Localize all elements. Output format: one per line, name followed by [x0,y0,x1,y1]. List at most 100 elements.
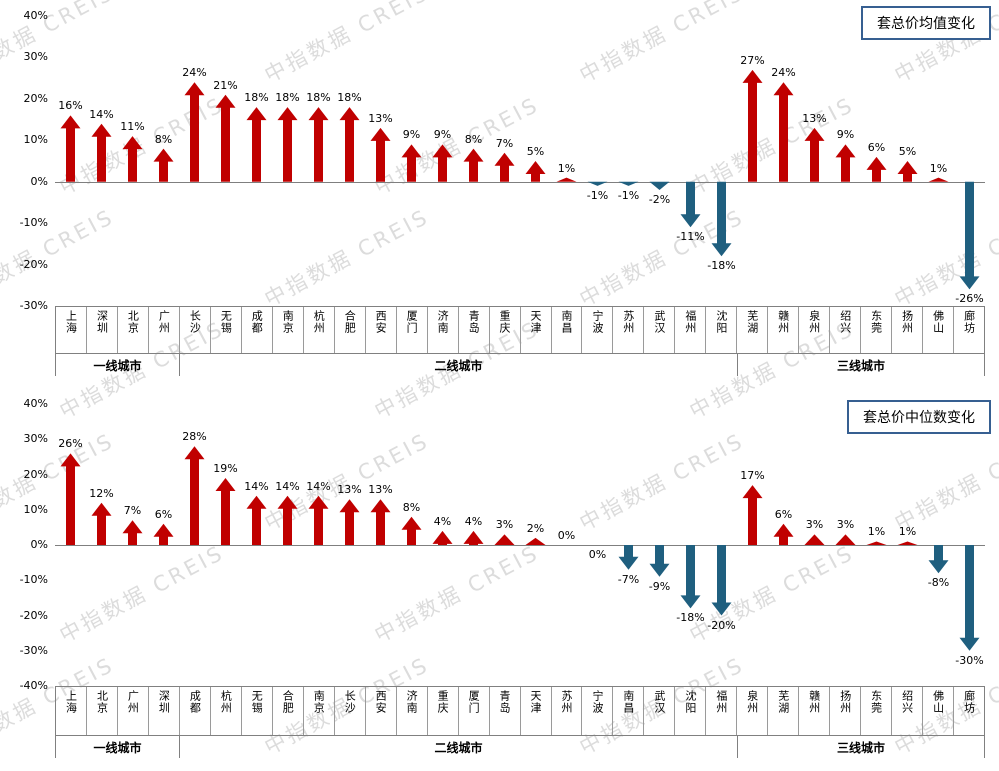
down-arrow [649,545,670,577]
city-label: 成都 [188,690,202,714]
city-label: 长沙 [343,690,357,714]
city-cell: 上海 [56,687,86,735]
y-axis-label: -30% [19,643,48,657]
city-label: 扬州 [900,310,914,334]
city-cell: 广州 [147,307,179,353]
city-cell: 廊坊 [953,307,984,353]
city-cell: 武汉 [643,307,674,353]
city-label: 济南 [405,690,419,714]
city-cell: 赣州 [767,307,798,353]
value-label: 18% [337,91,362,105]
down-arrow [587,181,608,186]
up-arrow [153,148,174,182]
up-arrow [246,495,267,545]
value-label: 4% [464,514,483,528]
city-cell: 南昌 [612,687,643,735]
value-label: 27% [740,53,765,67]
up-arrow [184,82,205,182]
city-label: 宁波 [590,310,604,334]
city-label: 佛山 [931,690,945,714]
city-cell: 天津 [519,687,551,735]
value-label: 18% [275,91,300,105]
value-label: 2% [526,521,545,535]
city-cell: 北京 [85,687,117,735]
down-arrow [959,545,980,651]
value-label: 8% [154,132,173,146]
city-label: 广州 [157,310,171,334]
city-label: 无锡 [250,690,264,714]
down-arrow [680,545,701,609]
up-arrow [494,534,515,545]
city-label: 芜湖 [745,310,759,334]
up-arrow [370,499,391,545]
city-label: 北京 [126,310,140,334]
city-cell: 长沙 [178,307,210,353]
city-label: 西安 [374,310,388,334]
city-label: 苏州 [559,690,573,714]
y-axis-label: 0% [30,538,48,551]
up-arrow [525,537,546,545]
city-tier-label: 三线城市 [737,736,985,758]
value-label: 0% [588,548,607,561]
value-label: 18% [244,91,269,105]
y-axis-label: 40% [23,9,48,22]
value-label: 24% [771,66,796,80]
y-axis-label: -20% [19,257,48,271]
up-arrow [556,177,577,182]
city-cell: 扬州 [891,307,922,353]
value-label: 8% [402,500,421,514]
up-arrow [308,107,329,182]
y-axis-label: -10% [19,573,48,587]
value-label: 8% [464,132,483,146]
city-cell: 南京 [271,307,303,353]
city-cell: 宁波 [581,687,612,735]
down-arrow [680,181,701,228]
city-cell: 泉州 [798,307,829,353]
value-label: 14% [306,479,331,493]
city-label: 福州 [683,310,697,334]
city-label: 绍兴 [900,690,914,714]
city-label: 沈阳 [683,690,697,714]
value-label: -7% [617,572,640,586]
city-cell: 佛山 [922,307,953,353]
value-label: 9% [836,128,855,142]
city-label: 济南 [436,310,450,334]
city-label: 广州 [126,690,140,714]
value-label: -26% [955,292,984,306]
value-label: -18% [676,611,705,625]
up-arrow [308,495,329,545]
down-arrow [618,181,639,186]
value-label: 9% [402,128,421,142]
city-cell: 广州 [116,687,148,735]
city-cell: 济南 [395,687,427,735]
city-label: 东莞 [869,310,883,334]
up-arrow [184,446,205,545]
up-arrow [215,478,236,545]
city-label: 青岛 [498,690,512,714]
y-axis-label: 10% [23,133,48,147]
value-label: 17% [740,469,765,483]
value-label: 5% [526,145,545,158]
up-arrow [525,161,546,182]
city-cell: 青岛 [488,687,520,735]
city-cell: 南昌 [550,307,582,353]
value-label: -18% [707,259,736,273]
city-cell: 沈阳 [674,687,705,735]
value-label: 14% [89,107,114,121]
city-cell: 福州 [705,687,736,735]
city-cell: 扬州 [829,687,860,735]
x-axis-group-row: 一线城市 二线城市 三线城市 [55,353,985,376]
value-label: 1% [929,161,948,175]
value-label: 18% [306,91,331,105]
y-axis-label: 30% [23,50,48,64]
value-label: -1% [586,188,609,202]
y-axis-label: 10% [23,502,48,516]
down-arrow [959,181,980,290]
city-label: 合肥 [343,310,357,334]
up-arrow [246,107,267,182]
up-arrow [401,516,422,545]
city-label: 深圳 [157,690,171,714]
city-label: 南京 [312,690,326,714]
city-cell: 赣州 [798,687,829,735]
city-label: 重庆 [498,310,512,334]
